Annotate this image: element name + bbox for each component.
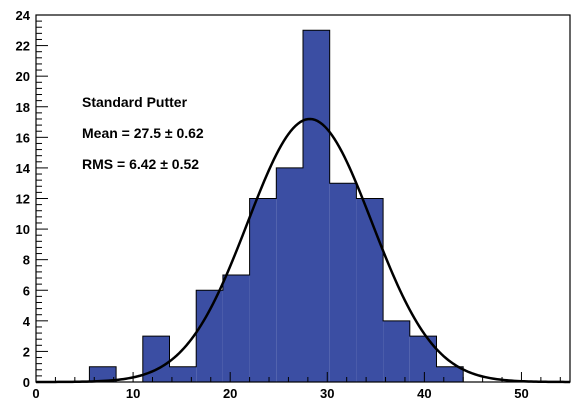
y-tick-label: 8 <box>23 253 30 268</box>
y-tick-label: 2 <box>23 344 30 359</box>
histogram-bar <box>276 167 303 382</box>
x-tick-label: 50 <box>514 386 528 401</box>
histogram-bar <box>249 198 277 382</box>
y-tick-label: 14 <box>16 161 31 176</box>
histogram-bar <box>196 290 223 382</box>
x-tick-label: 20 <box>223 386 237 401</box>
histogram-bar <box>356 198 384 382</box>
y-tick-label: 4 <box>23 314 31 329</box>
y-tick-label: 10 <box>16 222 30 237</box>
histogram-bar <box>383 320 410 382</box>
annotation-rms: RMS = 6.42 ± 0.52 <box>82 156 199 172</box>
y-tick-label: 0 <box>23 375 30 390</box>
x-tick-label: 40 <box>417 386 431 401</box>
x-tick-label: 30 <box>320 386 334 401</box>
y-tick-label: 24 <box>16 8 31 23</box>
y-tick-label: 20 <box>16 69 30 84</box>
y-tick-label: 6 <box>23 283 30 298</box>
y-tick-label: 16 <box>16 130 30 145</box>
histogram-bar <box>329 183 357 382</box>
histogram-bar <box>222 274 250 382</box>
y-tick-label: 18 <box>16 100 30 115</box>
histogram-bar <box>303 30 330 383</box>
histogram-bar <box>89 366 117 382</box>
gaussian-fit-curve <box>36 117 571 384</box>
histogram-bars <box>36 29 570 383</box>
y-tick-label: 22 <box>16 39 30 54</box>
x-axis: 0 10 20 30 40 50 <box>32 372 561 401</box>
histogram-bar <box>169 366 197 382</box>
histogram-bar <box>142 336 170 382</box>
y-tick-label: 12 <box>16 192 30 207</box>
x-tick-label: 10 <box>126 386 140 401</box>
annotation-mean: Mean = 27.5 ± 0.62 <box>82 125 204 141</box>
stats-annotation: Standard Putter Mean = 27.5 ± 0.62 RMS =… <box>82 94 204 172</box>
histogram-bar <box>436 366 464 382</box>
annotation-name: Standard Putter <box>82 94 188 110</box>
x-tick-label: 0 <box>32 386 39 401</box>
